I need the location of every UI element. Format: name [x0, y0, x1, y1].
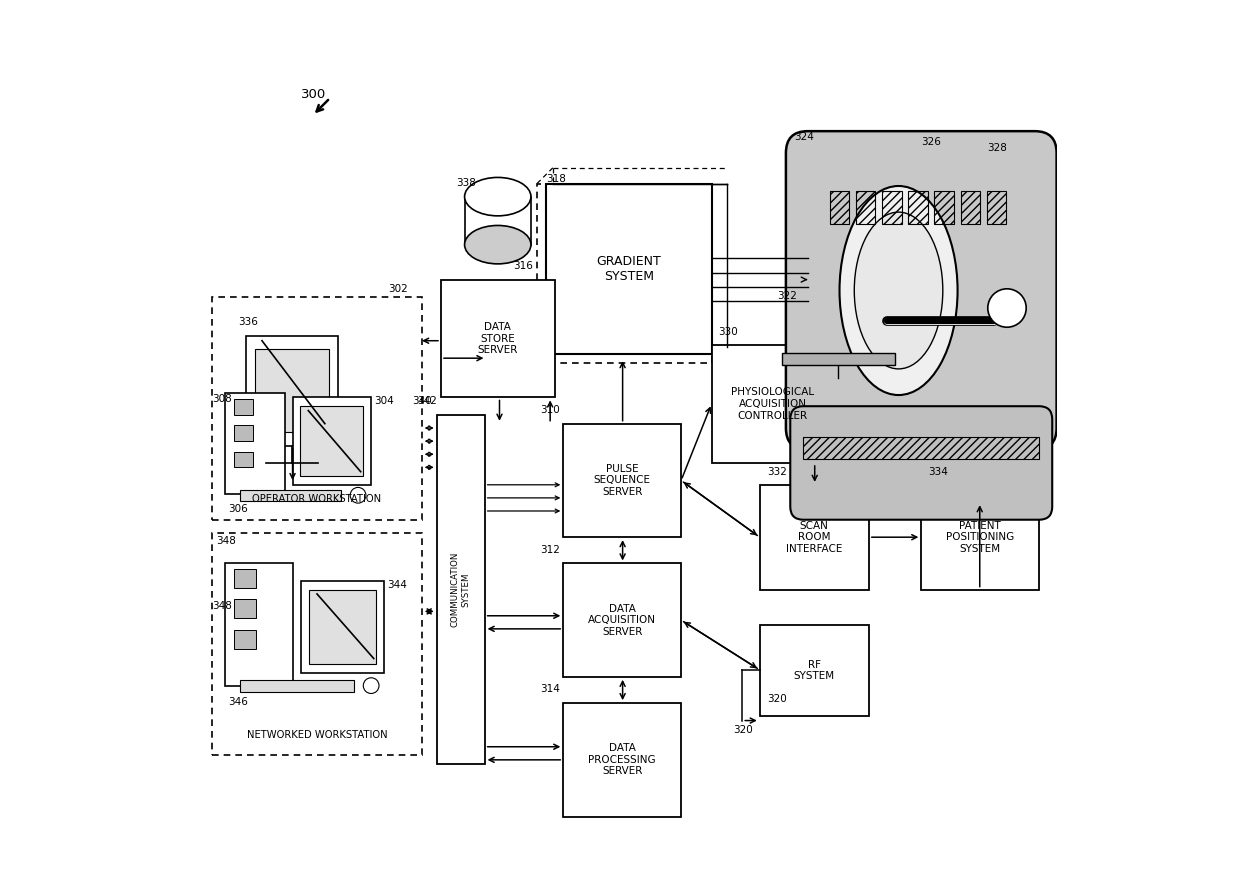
FancyBboxPatch shape: [234, 568, 255, 588]
Text: 348: 348: [212, 601, 232, 611]
Text: 320: 320: [766, 694, 786, 704]
FancyBboxPatch shape: [790, 406, 1053, 519]
Text: 330: 330: [718, 327, 738, 337]
FancyBboxPatch shape: [436, 415, 485, 764]
FancyBboxPatch shape: [781, 353, 895, 364]
FancyBboxPatch shape: [546, 184, 712, 354]
Text: COMMUNICATION
SYSTEM: COMMUNICATION SYSTEM: [451, 552, 470, 627]
Text: RF
SYSTEM: RF SYSTEM: [794, 659, 835, 681]
Text: 346: 346: [228, 698, 248, 707]
Text: 304: 304: [373, 396, 393, 406]
Ellipse shape: [465, 177, 531, 216]
Text: 332: 332: [766, 467, 786, 477]
Circle shape: [350, 487, 366, 503]
Text: 302: 302: [388, 284, 408, 294]
FancyBboxPatch shape: [921, 485, 1039, 590]
FancyBboxPatch shape: [212, 297, 422, 519]
FancyBboxPatch shape: [293, 397, 371, 485]
Text: OPERATOR WORKSTATION: OPERATOR WORKSTATION: [253, 494, 382, 504]
Text: 338: 338: [456, 178, 476, 188]
Text: 326: 326: [921, 137, 941, 147]
Text: 300: 300: [301, 87, 326, 101]
FancyBboxPatch shape: [247, 336, 339, 446]
Text: 310: 310: [539, 405, 559, 415]
Circle shape: [988, 289, 1027, 327]
Text: PHYSIOLOGICAL
ACQUISITION
CONTROLLER: PHYSIOLOGICAL ACQUISITION CONTROLLER: [732, 388, 815, 421]
FancyBboxPatch shape: [226, 563, 294, 686]
FancyBboxPatch shape: [241, 680, 353, 691]
FancyBboxPatch shape: [441, 280, 554, 397]
Text: 328: 328: [987, 143, 1007, 153]
FancyBboxPatch shape: [760, 625, 869, 716]
Ellipse shape: [839, 186, 957, 395]
FancyBboxPatch shape: [234, 399, 253, 415]
Text: PULSE
SEQUENCE
SERVER: PULSE SEQUENCE SERVER: [594, 464, 651, 497]
Text: DATA
ACQUISITION
SERVER: DATA ACQUISITION SERVER: [588, 603, 656, 637]
FancyBboxPatch shape: [537, 184, 712, 363]
FancyBboxPatch shape: [234, 599, 255, 618]
Text: 340: 340: [412, 396, 432, 406]
FancyBboxPatch shape: [234, 452, 253, 467]
FancyBboxPatch shape: [786, 131, 1056, 450]
Text: 324: 324: [795, 132, 815, 142]
Text: 314: 314: [539, 684, 559, 694]
Text: 344: 344: [387, 579, 407, 590]
Text: 306: 306: [228, 503, 248, 513]
FancyBboxPatch shape: [234, 425, 253, 441]
FancyBboxPatch shape: [241, 490, 341, 501]
FancyBboxPatch shape: [255, 349, 330, 432]
Text: 342: 342: [418, 396, 438, 406]
Text: 334: 334: [929, 467, 949, 477]
FancyBboxPatch shape: [760, 485, 869, 590]
Text: PATIENT
POSITIONING
SYSTEM: PATIENT POSITIONING SYSTEM: [946, 520, 1014, 554]
Text: 312: 312: [539, 544, 559, 554]
FancyBboxPatch shape: [712, 345, 835, 463]
Text: 348: 348: [217, 535, 237, 546]
Text: 322: 322: [777, 291, 797, 301]
Text: 308: 308: [212, 394, 232, 404]
FancyBboxPatch shape: [300, 406, 363, 476]
Text: 336: 336: [238, 316, 258, 327]
Text: 320: 320: [734, 725, 753, 735]
Text: 318: 318: [546, 174, 565, 184]
Text: DATA
PROCESSING
SERVER: DATA PROCESSING SERVER: [588, 743, 656, 776]
FancyBboxPatch shape: [563, 703, 681, 816]
FancyBboxPatch shape: [563, 423, 681, 537]
FancyBboxPatch shape: [301, 581, 384, 673]
Text: DATA
STORE
SERVER: DATA STORE SERVER: [477, 322, 518, 356]
FancyBboxPatch shape: [563, 563, 681, 677]
Text: GRADIENT
SYSTEM: GRADIENT SYSTEM: [596, 255, 661, 282]
FancyBboxPatch shape: [309, 590, 377, 664]
FancyBboxPatch shape: [212, 533, 422, 756]
Text: SCAN
ROOM
INTERFACE: SCAN ROOM INTERFACE: [786, 520, 842, 554]
Circle shape: [363, 678, 379, 693]
Text: NETWORKED WORKSTATION: NETWORKED WORKSTATION: [247, 730, 387, 740]
FancyBboxPatch shape: [226, 393, 285, 494]
Ellipse shape: [854, 212, 942, 369]
FancyBboxPatch shape: [234, 630, 255, 649]
Ellipse shape: [465, 225, 531, 264]
Text: 316: 316: [513, 261, 533, 271]
